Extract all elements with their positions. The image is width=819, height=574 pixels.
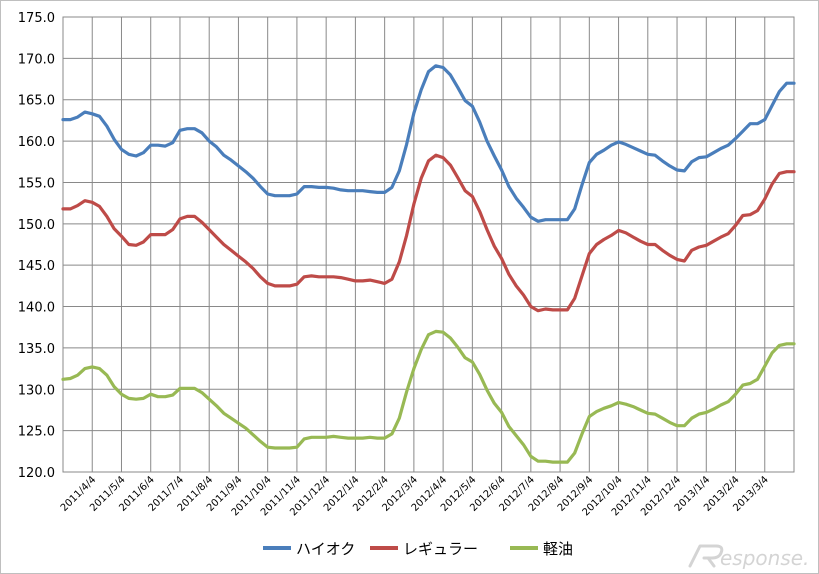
- y-tick-label: 150.0: [18, 218, 55, 233]
- response-watermark: esponse.: [688, 544, 809, 570]
- series-lines: [61, 64, 796, 464]
- y-tick-label: 175.0: [18, 11, 55, 26]
- series-line-2: [61, 329, 796, 464]
- legend-label-0: ハイオク: [296, 540, 355, 558]
- watermark-text: esponse.: [720, 546, 809, 570]
- watermark-r-logo-icon: [688, 544, 724, 568]
- y-tick-label: 140.0: [18, 301, 55, 316]
- y-tick-label: 155.0: [18, 176, 55, 191]
- y-tick-label: 120.0: [18, 466, 55, 481]
- x-axis-tick-labels: 2011/4/42011/5/42011/6/42011/7/42011/8/4…: [59, 474, 771, 518]
- plot-area: [63, 17, 794, 472]
- y-tick-label: 165.0: [18, 94, 55, 109]
- axis-lines: [62, 16, 795, 473]
- legend: ハイオク レギュラー 軽油: [263, 540, 573, 558]
- y-tick-label: 130.0: [18, 383, 55, 398]
- legend-label-1: レギュラー: [403, 540, 478, 558]
- y-tick-label: 160.0: [18, 135, 55, 150]
- legend-label-2: 軽油: [543, 540, 573, 558]
- series-line-0: [61, 64, 796, 223]
- series-line-1: [61, 153, 796, 313]
- plot-border: [62, 16, 795, 473]
- y-tick-label: 135.0: [18, 342, 55, 357]
- plot-background: [63, 17, 794, 472]
- y-tick-label: 145.0: [18, 259, 55, 274]
- y-tick-label: 170.0: [18, 52, 55, 67]
- y-tick-label: 125.0: [18, 425, 55, 440]
- y-axis-tick-labels: 120.0 125.0 130.0 135.0 140.0 145.0 150.0 155.0…: [18, 11, 55, 481]
